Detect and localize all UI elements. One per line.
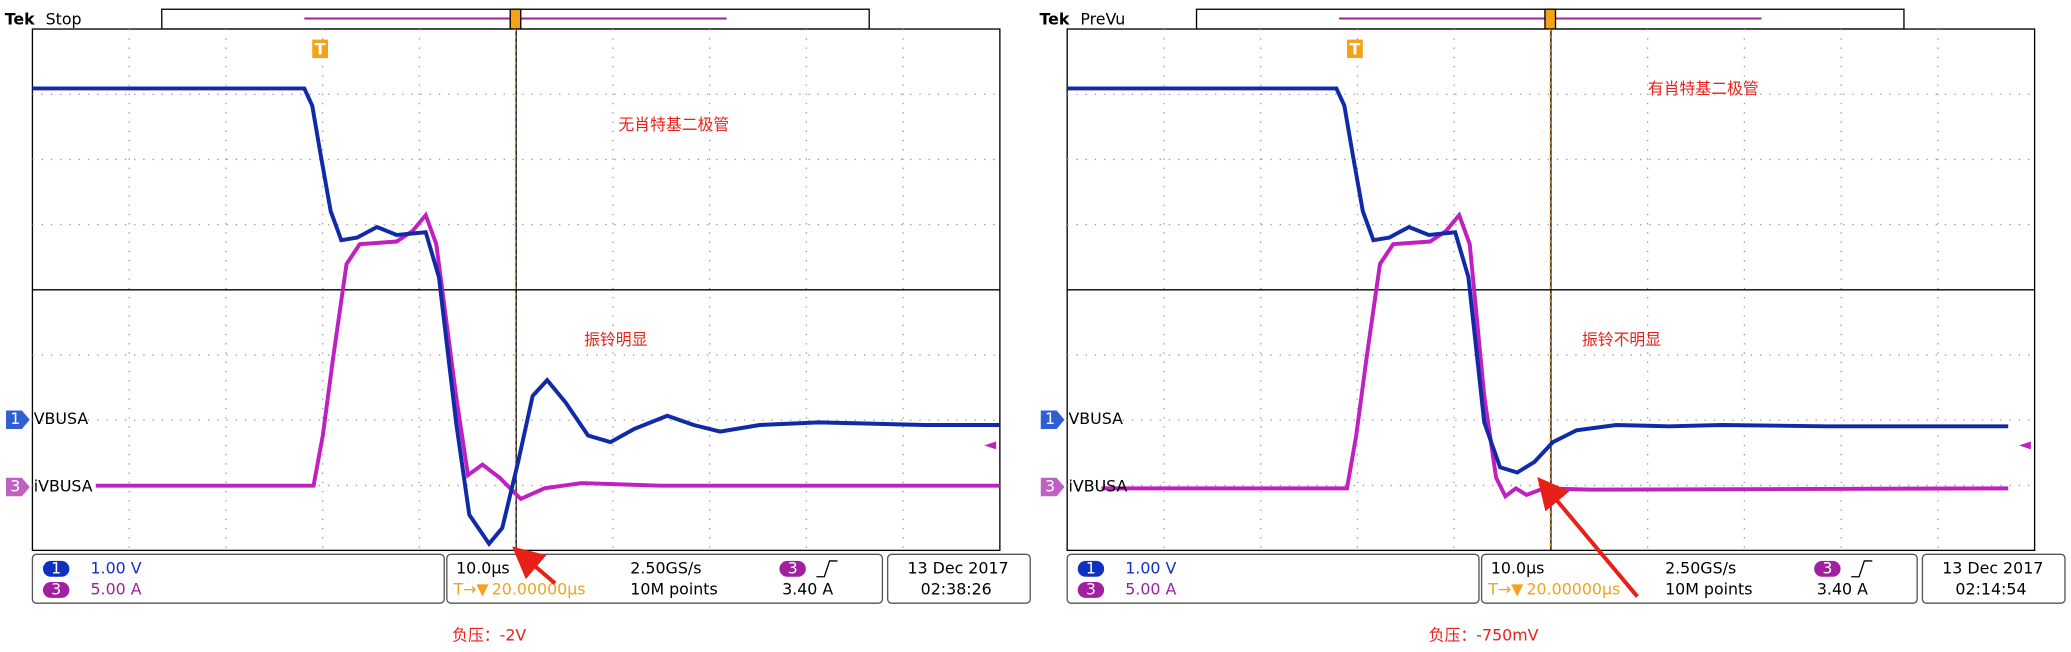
ch3-label: iVBUSA [34,477,93,496]
annotation-arrow [512,546,557,585]
ch1-badge-number: 1 [51,558,61,577]
trigger-level: 3.40 A [782,579,833,598]
ch3-level-arrow: ◄ [984,434,997,453]
channel-box [31,553,445,604]
trigger-slope [816,560,838,578]
caption: 负压：-750mV [1429,626,1539,645]
trigger-icon: T→▼ [452,579,489,598]
brand: Tek [5,9,35,28]
ch3-waveform [95,211,1000,502]
ch1-waveform [1067,86,2009,475]
ch3-scale: 5.00 A [1125,579,1176,598]
ch3-badge-number: 3 [1086,579,1096,598]
ch1-label: VBUSA [1068,409,1123,428]
ch3-number: 3 [10,477,20,496]
record-length: 10M points [630,579,717,598]
acquisition-status: Stop [46,9,82,28]
ch3-badge [1077,582,1105,598]
trigger-position-marker [509,8,522,30]
time: 02:14:54 [1955,579,2026,598]
annotation-ringing: 振铃明显 [584,330,647,349]
acquisition-status: PreVu [1080,9,1125,28]
trigger-icon: T→▼ [1487,579,1524,598]
date: 13 Dec 2017 [907,558,1008,577]
ch3-level-arrow: ◄ [2019,434,2032,453]
date: 13 Dec 2017 [1942,558,2043,577]
ch3-marker [6,477,30,497]
date-box [887,553,1031,604]
trigger-source: 3 [1822,558,1832,577]
record-length: 10M points [1665,579,1752,598]
horizontal-box [446,553,884,604]
ch3-number: 3 [1045,477,1055,496]
ch3-badge-number: 3 [51,579,61,598]
trigger-position-marker [1544,8,1557,30]
trigger-slope [1851,560,1873,578]
ch1-number: 1 [1045,409,1055,428]
ch3-marker [1040,477,1065,497]
ch3-waveform [1101,211,2009,500]
trigger-position: 20.00000μs [492,579,586,598]
channel-box [1066,553,1480,604]
ch1-number: 1 [10,409,20,428]
ch1-badge-number: 1 [1086,558,1096,577]
caption: 负压：-2V [452,626,526,645]
annotation-ringing: 振铃不明显 [1582,330,1661,349]
annotation-title: 无肖特基二极管 [618,115,729,134]
sample-rate: 2.50GS/s [630,558,701,577]
ch1-scale: 1.00 V [1125,558,1176,577]
sample-rate: 2.50GS/s [1665,558,1736,577]
trigger-source-badge [1814,560,1841,577]
ch1-badge [42,560,70,577]
trigger-marker-box [1346,39,1363,59]
timebase: 10.0μs [1491,558,1545,577]
ch1-scale: 1.00 V [90,558,141,577]
horizontal-box [1480,553,1918,604]
trigger-marker: T [315,40,326,59]
ch1-marker [6,410,30,429]
date-box [1921,553,2066,604]
ch3-label: iVBUSA [1068,477,1127,496]
ch3-scale: 5.00 A [90,579,141,598]
ch1-waveform [32,86,1000,548]
ch1-label: VBUSA [34,409,89,428]
brand: Tek [1039,9,1069,28]
ch3-badge [42,582,70,598]
trigger-level: 3.40 A [1817,579,1868,598]
annotation-title: 有肖特基二极管 [1648,79,1759,98]
trigger-marker-box [312,39,329,59]
ch1-marker [1040,410,1065,429]
time: 02:38:26 [921,579,992,598]
ch1-badge [1077,560,1105,577]
trigger-source-badge [779,560,806,577]
trigger-position: 20.00000μs [1526,579,1620,598]
annotation-arrow [1537,476,1639,598]
timebase: 10.0μs [456,558,510,577]
trigger-source: 3 [788,558,798,577]
trigger-marker: T [1350,40,1361,59]
